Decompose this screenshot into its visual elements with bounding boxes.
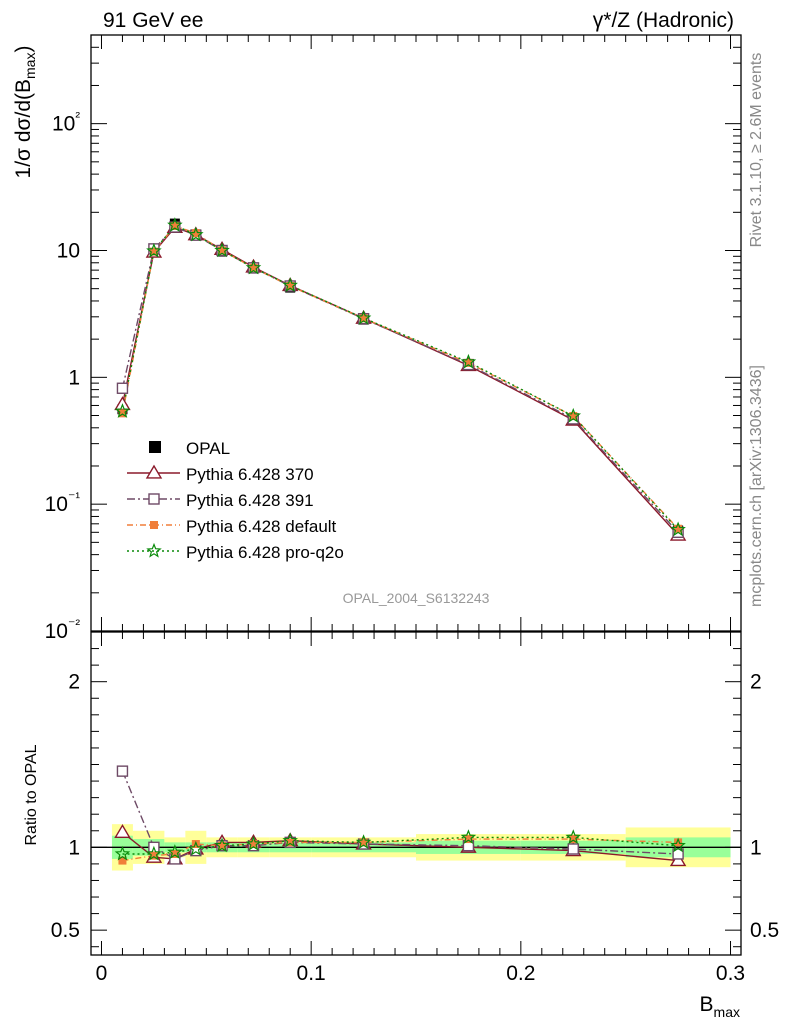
series-marker-ratio — [355, 834, 372, 849]
series-marker-main — [565, 407, 582, 423]
series-markers — [114, 217, 687, 867]
series-marker-ratio — [569, 835, 578, 844]
series-marker-main — [249, 263, 258, 272]
ratio-y-tick-label-right: 2 — [750, 671, 762, 694]
series-marker-main — [149, 247, 158, 256]
rivet-version-label: Rivet 3.1.10, ≥ 2.6M events — [748, 53, 765, 248]
y-tick-label: 10⁻¹ — [45, 489, 81, 516]
series-marker-main — [170, 221, 179, 230]
y-tick-label: 10² — [52, 109, 80, 136]
series-marker-ratio — [116, 765, 129, 777]
series-marker-ratio — [460, 829, 477, 844]
series-marker-ratio — [245, 835, 262, 851]
series-marker-main — [191, 229, 200, 238]
series-marker-ratio — [567, 843, 579, 855]
legend-marker — [150, 521, 158, 529]
series-marker-main — [355, 309, 372, 325]
x-axis-label: Bmax — [700, 993, 740, 1020]
series-marker-main — [116, 382, 129, 394]
series-marker-main — [464, 358, 473, 367]
legend-label: Pythia 6.428 370 — [186, 465, 314, 484]
analysis-id-label: OPAL_2004_S6132243 — [343, 590, 490, 606]
series-marker-main — [188, 226, 204, 242]
series-marker-main — [569, 412, 578, 421]
series-marker-ratio — [114, 845, 131, 861]
axis-ticks: 0 0.1 0.2 0.3 10⁻² 10⁻¹ 1 10 10² 0.5 0.5 1 1 2 2 — [45, 34, 779, 985]
series-marker-ratio — [674, 838, 683, 847]
legend-label: Pythia 6.428 391 — [186, 491, 314, 510]
legend-marker — [145, 464, 163, 479]
series-marker-ratio — [214, 837, 230, 853]
series-line-main — [121, 226, 679, 533]
series-marker-main — [670, 521, 686, 537]
legend-marker — [148, 493, 160, 505]
series-marker-main — [282, 277, 298, 293]
x-tick-label: 0.2 — [506, 962, 535, 985]
ratio-y-tick-label-right: 0.5 — [750, 919, 779, 942]
series-line-main — [121, 226, 679, 536]
ratio-y-tick-label: 1 — [68, 836, 80, 859]
legend-label-opal: OPAL — [186, 439, 230, 458]
ratio-y-tick-label: 2 — [68, 671, 80, 694]
series-marker-ratio — [218, 841, 227, 850]
series-marker-ratio — [464, 835, 473, 844]
series-marker-ratio — [118, 856, 127, 865]
legend-label: Pythia 6.428 pro-q2o — [186, 543, 344, 562]
x-tick-label: 0.3 — [716, 962, 745, 985]
ratio-y-axis-label: Ratio to OPAL — [23, 744, 40, 845]
y-tick-label: 10 — [57, 239, 80, 262]
series-marker-main — [214, 242, 230, 258]
main-plot-frame — [90, 34, 742, 632]
series-marker-main — [460, 353, 477, 369]
series-marker-ratio — [670, 837, 686, 853]
ratio-plot-frame — [90, 631, 742, 956]
series-marker-ratio — [286, 838, 295, 847]
x-tick-label: 0.1 — [297, 962, 326, 985]
ratio-y-tick-label: 0.5 — [51, 919, 80, 942]
series-marker-main — [114, 403, 131, 418]
legend-marker-opal — [149, 441, 161, 453]
series-marker-main — [218, 246, 227, 255]
legend: OPAL Pythia 6.428 370 Pythia 6.428 391 Pyth… — [127, 439, 344, 562]
ratio-y-tick-label-right: 1 — [750, 836, 762, 859]
series-marker-main — [359, 314, 368, 323]
series-marker-main — [245, 259, 262, 275]
y-tick-label: 1 — [68, 366, 80, 389]
series-marker-main — [286, 281, 295, 290]
legend-marker — [146, 542, 162, 558]
data-points — [117, 218, 684, 536]
series-marker-ratio — [282, 832, 298, 848]
series-marker-ratio — [146, 845, 162, 861]
series-marker-main — [146, 242, 162, 258]
series-marker-main — [167, 217, 183, 232]
y-axis-label: 1/σ dσ/d(Bmax) — [12, 46, 38, 179]
title-right: γ*/Z (Hadronic) — [593, 9, 734, 32]
title-left: 91 GeV ee — [103, 9, 203, 32]
series-marker-ratio — [565, 829, 582, 844]
x-tick-label: 0 — [96, 962, 108, 985]
series-marker-ratio — [114, 824, 131, 839]
series-marker-ratio — [170, 849, 179, 858]
series-marker-ratio — [249, 840, 258, 849]
series-marker-ratio — [359, 838, 368, 847]
series-marker-main — [118, 409, 127, 418]
series-marker-ratio — [149, 851, 158, 860]
mcplots-label: mcplots.cern.ch [arXiv:1306.3436] — [748, 365, 765, 607]
series-marker-ratio — [188, 840, 204, 856]
legend-label: Pythia 6.428 default — [186, 517, 337, 536]
series-marker-main — [674, 524, 683, 533]
series-marker-ratio — [167, 844, 183, 859]
y-tick-label: 10⁻² — [45, 616, 81, 643]
